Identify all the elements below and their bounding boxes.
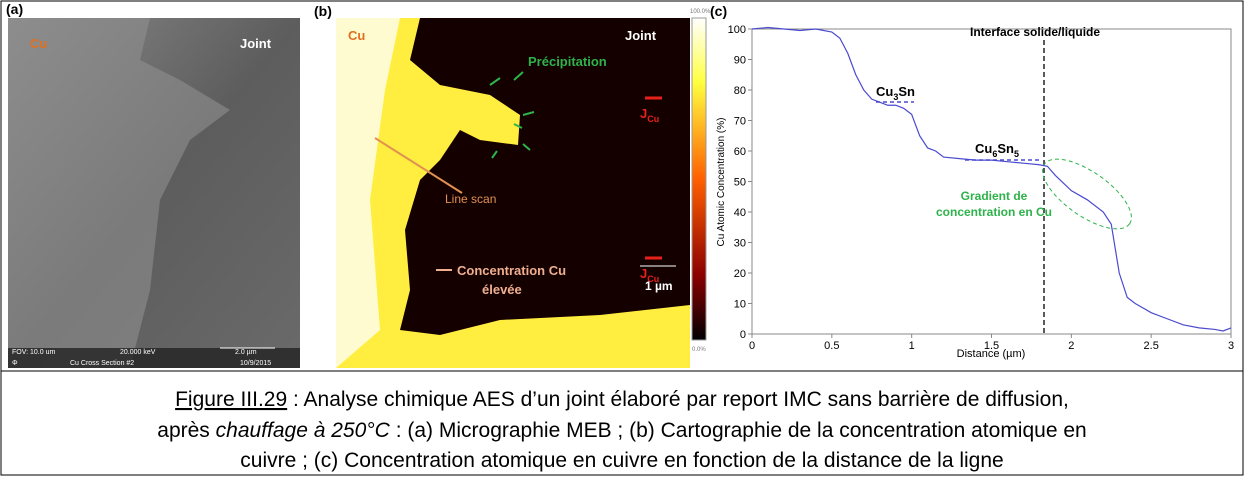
- panel-a: (a) Cu Joint FOV: 10.0 um 20.000 keV 2.0…: [6, 1, 300, 368]
- cu-region: [8, 18, 230, 368]
- cu6sn5-label: Cu6Sn5: [975, 141, 1019, 159]
- t: Sn: [898, 84, 915, 99]
- cu-map: [336, 18, 690, 368]
- y-tick-label: 50: [734, 177, 746, 189]
- label-conc: élevée: [482, 282, 522, 297]
- colorbar: [691, 17, 707, 341]
- scale: 1 µm: [645, 279, 673, 293]
- figure-number: Figure III.29: [175, 388, 287, 411]
- interface-label: Interface solide/liquide: [970, 25, 1100, 39]
- gradient-label: Gradient de: [961, 189, 1028, 203]
- date: 10/9/2015: [240, 360, 271, 367]
- label-precipitation: Précipitation: [528, 54, 607, 69]
- t: Cu: [876, 84, 893, 99]
- x-tick-label: 1.5: [984, 340, 999, 352]
- label-jcu: JCu: [640, 106, 659, 124]
- x-tick-label: 2: [1068, 340, 1074, 352]
- precip-arrows: [489, 71, 535, 159]
- panel-b: 100.0% 0.0% (b) Cu Joint Précipitation J…: [314, 3, 711, 368]
- x-axis-label: Distance (µm): [957, 348, 1026, 360]
- t: Sn: [997, 141, 1014, 156]
- y-tick-label: 20: [734, 268, 746, 280]
- panel-label: (b): [314, 3, 332, 19]
- label-joint: Joint: [625, 28, 657, 43]
- data-line: [751, 26, 1232, 332]
- plot-frame: [751, 28, 1232, 335]
- scan-line: [374, 137, 463, 194]
- phi: Φ: [12, 360, 18, 367]
- panel-label: (c): [710, 3, 727, 19]
- label-conc: Concentration Cu: [457, 263, 566, 278]
- j: J: [640, 106, 647, 121]
- scale: 2.0 µm: [235, 349, 257, 356]
- info-bar: [8, 348, 300, 368]
- panel-label: (a): [6, 1, 23, 17]
- j: J: [640, 266, 647, 281]
- x-tick-label: 0.5: [824, 340, 839, 352]
- y-tick-label: 30: [734, 238, 746, 250]
- caption-text: : Analyse chimique AES d’un joint élabor…: [287, 388, 1069, 411]
- x-tick-label: 0: [749, 340, 755, 352]
- y-axis-label: Cu Atomic Concentration (%): [716, 118, 727, 247]
- t: 5: [1014, 149, 1019, 159]
- label-jcu: JCu: [640, 266, 659, 284]
- caption-line: Figure III.29 : Analyse chimique AES d’u…: [175, 388, 1069, 411]
- fov: FOV: 10.0 um: [12, 349, 55, 356]
- y-tick-label: 0: [740, 329, 746, 341]
- section: Cu Cross Section #2: [70, 360, 134, 367]
- phase-ranges: [876, 101, 1042, 161]
- flux-arrows: [645, 96, 662, 260]
- cu3sn-label: Cu3Sn: [876, 84, 915, 102]
- t: Cu: [975, 141, 992, 156]
- caption-line: cuivre ; (c) Concentration atomique en c…: [240, 449, 1003, 472]
- gradient-ellipse: [1042, 158, 1132, 230]
- x-tick-label: 2.5: [1144, 340, 1159, 352]
- cbar-bottom: 0.0%: [692, 347, 706, 353]
- caption-text: : (a) Micrographie MEB ; (b) Cartographi…: [390, 419, 1087, 442]
- panel-c: (c) Interface solide/liquide Cu3Sn Cu6Sn…: [710, 3, 1234, 360]
- y-tick-label: 90: [734, 55, 746, 67]
- y-tick-label: 70: [734, 116, 746, 128]
- y-tick-label: 40: [734, 207, 746, 219]
- caption-line: après chauffage à 250°C : (a) Micrograph…: [157, 419, 1086, 442]
- caption-italic: chauffage à 250°C: [216, 419, 391, 442]
- cbar-top: 100.0%: [690, 9, 711, 15]
- label-cu: Cu: [30, 36, 47, 51]
- label-joint: Joint: [240, 36, 272, 51]
- j-sub: Cu: [647, 274, 659, 284]
- cu-map-core: [336, 18, 400, 368]
- x-tick-label: 3: [1228, 340, 1234, 352]
- y-tick-label: 80: [734, 85, 746, 97]
- kev: 20.000 keV: [120, 349, 156, 356]
- caption-text: après: [157, 419, 215, 442]
- label-line-scan: Line scan: [445, 192, 496, 206]
- gradient-label: concentration en Cu: [936, 205, 1052, 219]
- y-tick-label: 100: [728, 24, 746, 36]
- t: 3: [893, 92, 898, 102]
- y-tick-label: 10: [734, 299, 746, 311]
- j-sub: Cu: [647, 114, 659, 124]
- label-cu: Cu: [348, 28, 365, 43]
- x-tick-label: 1: [909, 340, 915, 352]
- t: 6: [992, 149, 997, 159]
- y-tick-label: 60: [734, 146, 746, 158]
